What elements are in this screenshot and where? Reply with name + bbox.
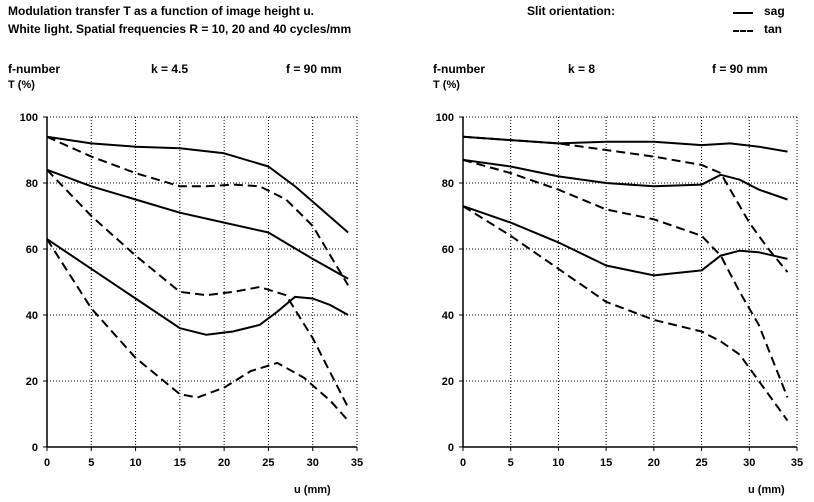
panel1-y-tick-label: 100: [20, 112, 38, 124]
panel1-ylabel: T (%): [8, 79, 35, 91]
chart-title-line1: Modulation transfer T as a function of i…: [8, 4, 315, 18]
panel1-y-tick-label: 80: [26, 178, 38, 190]
panel1-xlabel: u (mm): [294, 484, 331, 496]
panel1-x-tick-label: 20: [218, 457, 230, 469]
panel2-f-label: f = 90 mm: [712, 62, 768, 76]
legend-tan-label: tan: [764, 22, 782, 36]
legend-sag-line: [733, 12, 753, 14]
panel1-x-tick-label: 35: [351, 457, 363, 469]
slit-orientation-label: Slit orientation:: [527, 4, 615, 18]
panel2-y-tick-label: 0: [448, 442, 454, 454]
panel1-y-tick-label: 20: [26, 376, 38, 388]
panel1-series-sag-3: [46, 168, 349, 280]
panel1-x-tick-label: 15: [174, 457, 186, 469]
panel2-y-tick-label: 60: [442, 244, 454, 256]
panel1-series-sag-5: [46, 238, 349, 336]
panel2-x-tick-label: 20: [648, 457, 660, 469]
panel2-x-tick-label: 25: [695, 457, 707, 469]
panel2-y-tick-label: 40: [442, 310, 454, 322]
panel1-series-tan-6: [46, 238, 349, 422]
panel2-fnumber-label: f-number: [433, 62, 485, 76]
panel1-series-tan-4: [46, 169, 349, 408]
panel2-ylabel: T (%): [433, 79, 460, 91]
panel2-series-tan-4: [462, 158, 789, 398]
panel1-x-tick-label: 5: [88, 457, 94, 469]
legend-tan-line: [733, 30, 753, 32]
panel1-series-sag-1: [46, 135, 349, 234]
panel2-x-tick-label: 30: [743, 457, 755, 469]
panel2-series-tan-2: [462, 135, 789, 273]
legend-sag-label: sag: [764, 4, 785, 18]
panel1-series-tan-2: [46, 135, 349, 286]
panel2-series-sag-3: [462, 158, 788, 201]
panel1-y-tick-label: 0: [32, 442, 38, 454]
panel2-x-tick-label: 0: [460, 457, 466, 469]
panel2-y-tick-label: 100: [436, 112, 454, 124]
panel2-series-sag-5: [462, 205, 788, 277]
panel2-series-sag-1: [462, 135, 788, 153]
panel2-xlabel: u (mm): [748, 484, 785, 496]
panel2-y-tick-label: 80: [442, 178, 454, 190]
panel1-x-tick-label: 10: [129, 457, 141, 469]
panel1-x-tick-label: 25: [262, 457, 274, 469]
panel2-x-tick-label: 10: [552, 457, 564, 469]
panel1-fnumber-label: f-number: [8, 62, 60, 76]
panel2-y-tick-label: 20: [442, 376, 454, 388]
panel2-x-tick-label: 5: [508, 457, 514, 469]
panel1-y-tick-label: 40: [26, 310, 38, 322]
panel2-k-label: k = 8: [568, 62, 596, 76]
panel1-x-tick-label: 30: [307, 457, 319, 469]
panel1-k-label: k = 4.5: [151, 62, 189, 76]
panel2-x-tick-label: 35: [791, 457, 803, 469]
panel2-series-tan-6: [462, 205, 789, 422]
panel1-y-tick-label: 60: [26, 244, 38, 256]
chart-title-line2: White light. Spatial frequencies R = 10,…: [8, 22, 352, 36]
panel1-f-label: f = 90 mm: [286, 62, 342, 76]
panel1-x-tick-label: 0: [44, 457, 50, 469]
panel2-x-tick-label: 15: [600, 457, 612, 469]
